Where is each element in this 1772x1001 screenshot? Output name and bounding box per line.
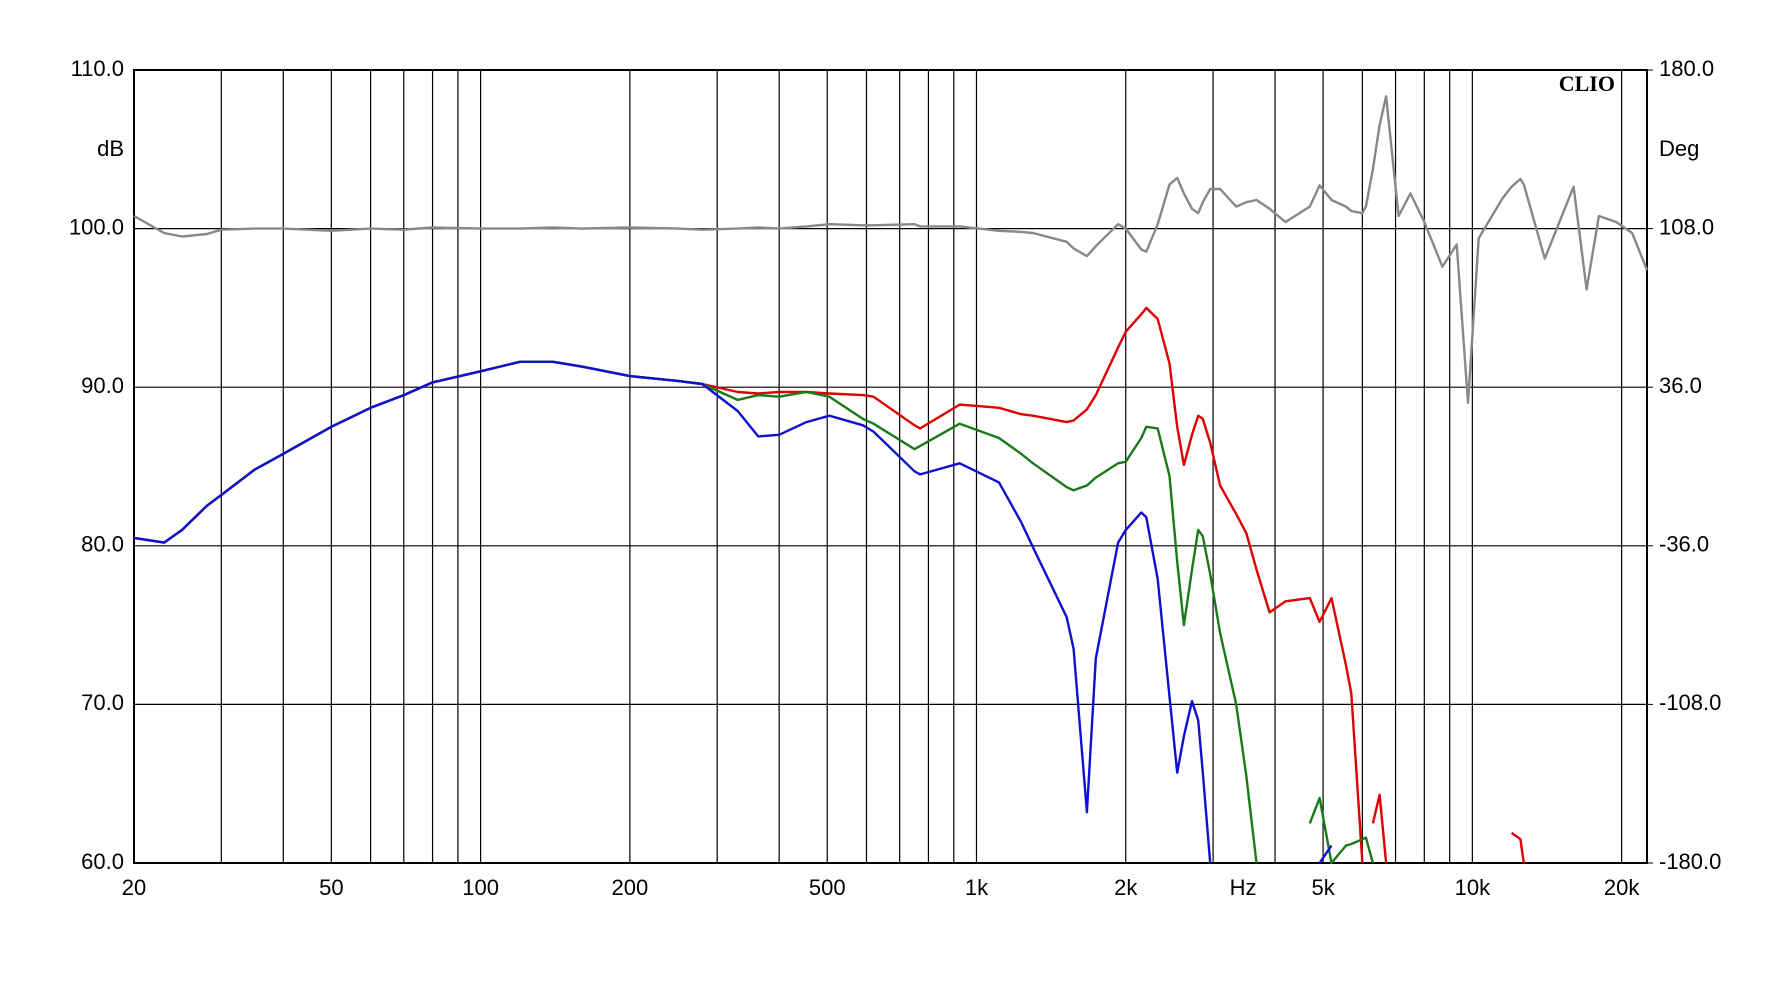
- x-tick-label: 20k: [1604, 875, 1640, 900]
- y-tick-label: 90.0: [81, 373, 124, 398]
- y2-tick-label: -108.0: [1659, 690, 1721, 715]
- y2-tick-label: -36.0: [1659, 532, 1709, 557]
- series-line: [133, 306, 1525, 864]
- y2-tick-label: 180.0: [1659, 56, 1714, 81]
- x-tick-label: 100: [462, 875, 499, 900]
- x-tick-label: 5k: [1311, 875, 1335, 900]
- x-tick-label: 500: [809, 875, 846, 900]
- y-tick-label: 100.0: [69, 214, 124, 239]
- brand-label: CLIO: [1559, 71, 1615, 96]
- y2-tick-label: 36.0: [1659, 373, 1702, 398]
- y2-tick-label: -180.0: [1659, 849, 1721, 874]
- plot-border: [133, 69, 1648, 864]
- y2-axis-label: Deg: [1659, 136, 1699, 161]
- x-tick-label: 1k: [965, 875, 989, 900]
- y-tick-label: 70.0: [81, 690, 124, 715]
- x-tick-label: 200: [612, 875, 649, 900]
- x-axis-label: Hz: [1230, 875, 1257, 900]
- x-tick-label: 2k: [1114, 875, 1138, 900]
- y-tick-label: 80.0: [81, 532, 124, 557]
- series-line: [133, 360, 1333, 864]
- series-line: [133, 95, 1649, 404]
- x-tick-label: 10k: [1455, 875, 1491, 900]
- y-tick-label: 110.0: [71, 56, 124, 81]
- x-tick-label: 20: [122, 875, 146, 900]
- y-axis-label: dB: [97, 136, 124, 161]
- series-line: [133, 360, 1375, 865]
- y2-tick-label: 108.0: [1659, 214, 1714, 239]
- y-tick-label: 60.0: [81, 849, 124, 874]
- x-tick-label: 50: [319, 875, 343, 900]
